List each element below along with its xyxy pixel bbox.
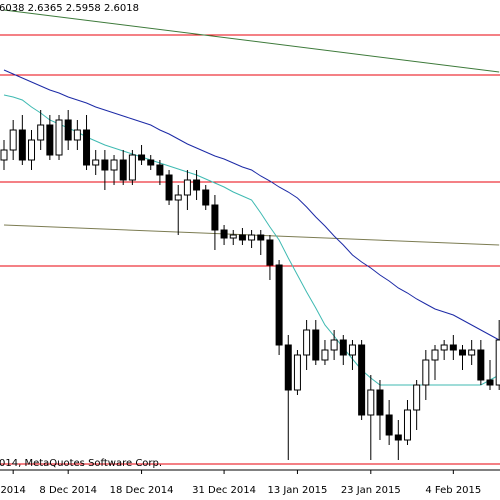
candle-body [266, 239, 274, 266]
candle-body [46, 124, 54, 156]
ohlc-header: 6038 2.6365 2.5958 2.6018 [0, 3, 139, 14]
candle-body [165, 174, 173, 201]
trend-line [3, 9, 500, 73]
candle-body [128, 154, 136, 181]
candle-body [422, 359, 430, 386]
candle-body [440, 344, 448, 351]
candle-body [229, 234, 237, 239]
moving-average [3, 69, 500, 341]
candle-body [193, 179, 201, 191]
candle-body [28, 139, 36, 161]
x-tick-label: 8 Dec 2014 [39, 485, 97, 496]
candle-body [174, 194, 182, 201]
candle-body [449, 344, 457, 351]
candle-body [248, 234, 256, 241]
candle-body [64, 119, 72, 141]
candle-body [403, 409, 411, 441]
candle-body [330, 339, 338, 351]
candle-body [147, 159, 155, 166]
x-tick-label: 31 Dec 2014 [192, 485, 256, 496]
candle-body [92, 159, 100, 166]
candle-body [468, 349, 476, 356]
candle-body [202, 189, 210, 206]
candle-body [0, 149, 8, 161]
candle-body [37, 124, 45, 141]
candle-body [18, 129, 26, 161]
candle-body [495, 339, 500, 386]
candle-body [183, 179, 191, 196]
x-tick-label: 18 Dec 2014 [110, 485, 174, 496]
x-tick-label: 23 Jan 2015 [341, 485, 401, 496]
candle-body [431, 349, 439, 361]
candle-body [83, 129, 91, 166]
candle-body [110, 159, 118, 171]
candle-body [220, 229, 228, 239]
candle-body [385, 414, 393, 436]
candle-body [119, 159, 127, 181]
candle-body [477, 349, 485, 381]
candle-body [238, 234, 246, 241]
candle-body [275, 264, 283, 346]
x-tick-label: 2014 [0, 485, 25, 496]
candle-body [55, 119, 63, 156]
candle-body [101, 159, 109, 171]
candle-body [211, 204, 219, 231]
candle-body [156, 164, 164, 176]
x-tick-label: 13 Jan 2015 [267, 485, 327, 496]
candle-body [348, 344, 356, 356]
candle-body [339, 339, 347, 356]
candle-body [293, 354, 301, 391]
candle-body [312, 329, 320, 361]
plot-area [0, 9, 500, 465]
x-tick-label: 4 Feb 2015 [425, 485, 481, 496]
candle-body [459, 349, 466, 356]
candle-body [367, 389, 375, 416]
candle-body [321, 349, 329, 361]
candle-body [303, 329, 311, 356]
candle-body [394, 434, 402, 441]
candle-body [358, 344, 366, 416]
candle-body [486, 379, 494, 386]
candle-body [9, 129, 17, 151]
candle-body [413, 384, 421, 411]
candle-body [138, 154, 146, 161]
candle-body [73, 129, 81, 141]
copyright: 014, MetaQuotes Software Corp. [0, 458, 162, 469]
candle-body [257, 234, 265, 241]
candle-body [376, 389, 384, 416]
candle-body [284, 344, 292, 391]
